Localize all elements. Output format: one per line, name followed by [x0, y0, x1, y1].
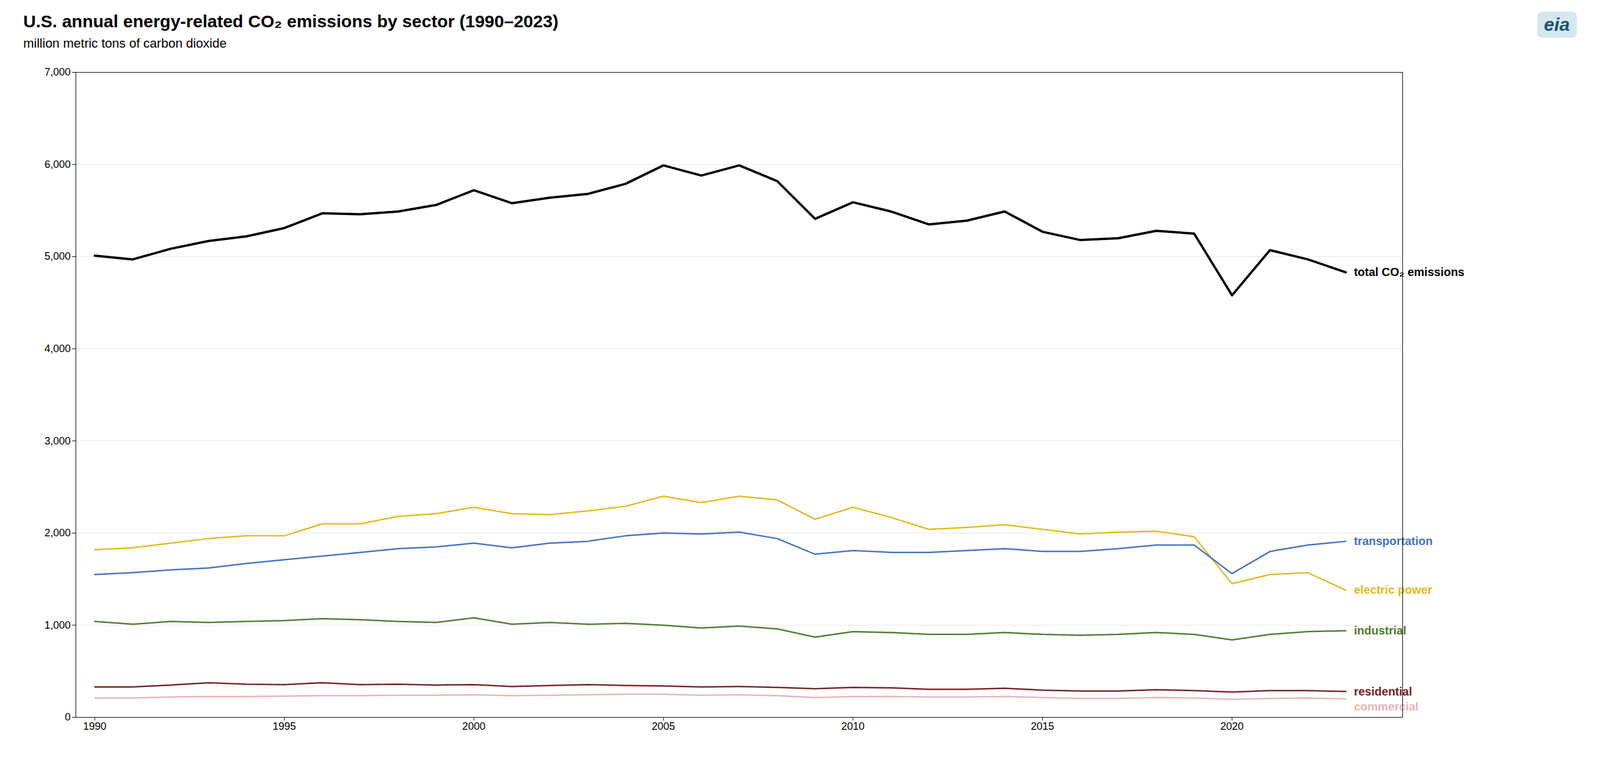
html-text:million metric tons of carbon: million metric tons of carbon dioxide — [23, 36, 227, 51]
html-text:U.S. annual energy-related CO₂: U.S. annual energy-related CO₂ emissions… — [23, 11, 559, 31]
html-text:eia: eia — [1543, 13, 1570, 35]
svg-text:transportation: transportation — [1354, 534, 1434, 548]
svg-text:total CO₂ emissions: total CO₂ emissions — [1354, 265, 1465, 279]
svg-text:2015: 2015 — [1030, 720, 1055, 733]
svg-text:1990: 1990 — [83, 720, 107, 733]
svg-text:5,000: 5,000 — [44, 250, 71, 263]
svg-text:6,000: 6,000 — [44, 158, 71, 171]
svg-text:4,000: 4,000 — [44, 343, 71, 355]
svg-text:2005: 2005 — [651, 720, 675, 733]
svg-text:0: 0 — [64, 711, 71, 724]
svg-text:commercial: commercial — [1354, 700, 1419, 714]
svg-text:1,000: 1,000 — [44, 619, 71, 632]
svg-text:1995: 1995 — [272, 720, 296, 733]
svg-text:electric power: electric power — [1354, 583, 1433, 597]
svg-text:2000: 2000 — [462, 720, 486, 733]
svg-text:2,000: 2,000 — [44, 527, 71, 539]
svg-text:7,000: 7,000 — [44, 66, 71, 78]
svg-text:2020: 2020 — [1220, 720, 1244, 733]
svg-text:industrial: industrial — [1354, 624, 1407, 638]
svg-text:residential: residential — [1354, 685, 1413, 699]
svg-text:2010: 2010 — [841, 720, 865, 733]
svg-text:3,000: 3,000 — [44, 435, 71, 448]
